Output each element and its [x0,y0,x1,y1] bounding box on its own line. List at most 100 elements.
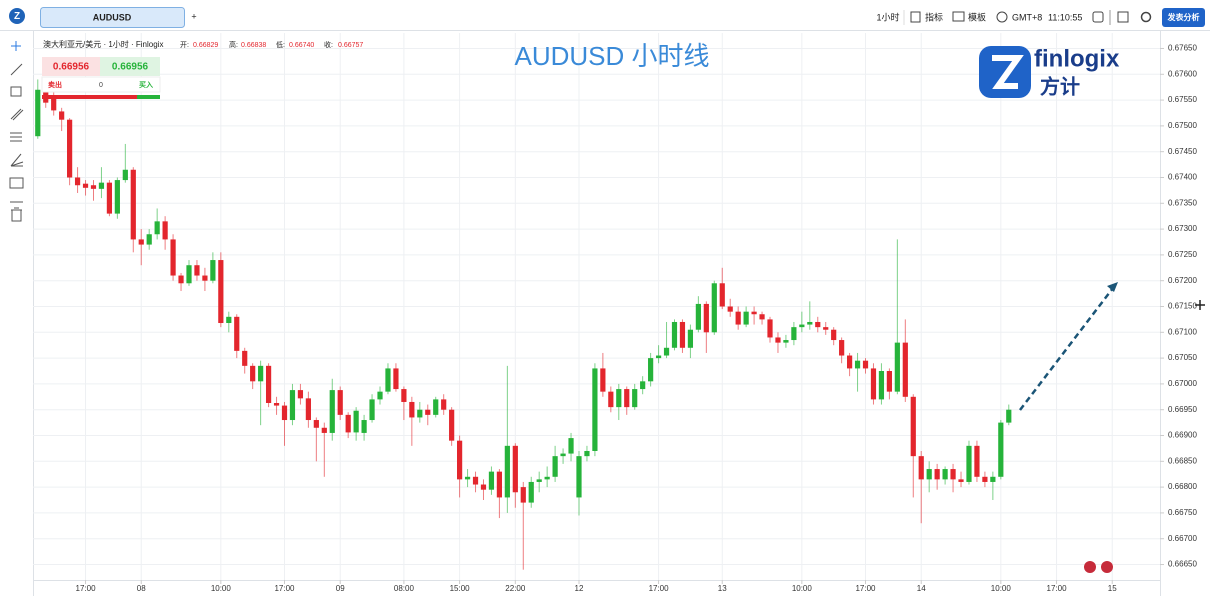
line-tool[interactable] [10,63,23,76]
candle-body [592,368,598,451]
timezone[interactable]: GMT+8 [1012,12,1042,22]
sell-box[interactable] [42,57,100,76]
candle-body [51,97,57,111]
app-logo[interactable] [9,8,25,24]
candle-body [289,390,296,421]
candle-body [226,316,232,324]
x-tick-label: 22:00 [505,584,526,593]
candle-body [767,319,773,338]
x-tick-label: 10:00 [211,584,232,593]
quantity-row [41,76,161,93]
interval[interactable]: 1小时 [876,11,899,22]
trend-arrow-head [1107,282,1118,292]
candle-body [273,402,280,406]
candle-body [82,183,89,188]
candle-body [488,471,495,490]
rect-tool[interactable] [10,86,22,97]
candle-body [544,476,550,480]
sell-button[interactable]: 卖出 [48,80,62,89]
candle-body [846,355,853,369]
y-tick-label: 0.66650 [1168,560,1197,569]
close-label: 收: [324,40,333,49]
candle-body [265,365,272,403]
publish-label: 发表分析 [1167,12,1200,22]
template-icon [952,11,965,22]
candle-body [377,391,383,400]
settings-icon[interactable] [1140,11,1152,23]
y-tick-label: 0.67650 [1168,44,1197,53]
add-tab[interactable]: + [191,11,196,21]
candle-body [472,476,479,485]
buy-button[interactable]: 买入 [139,81,153,89]
candle-body [122,169,128,181]
candle-body [305,398,311,421]
fib-tool[interactable] [10,132,22,142]
candle-body [464,476,471,480]
top-bar [0,0,1210,30]
channel-tool[interactable] [10,108,24,121]
candle-body [114,180,120,214]
x-tick-label: 12 [575,584,584,593]
y-tick-label: 0.67450 [1168,147,1197,156]
candle-body [934,469,940,480]
candle-body [663,347,670,356]
note-tool[interactable] [9,177,24,189]
candle-body [106,182,113,214]
x-tick-label: 17:00 [855,584,876,593]
candle-body [401,389,407,402]
snapshot-icon[interactable] [1092,11,1104,23]
candle-body [417,409,423,418]
quantity[interactable]: 0 [99,82,103,89]
publish-button[interactable] [1162,8,1205,27]
candle-body [409,401,415,418]
chart-title: AUDUSD 小时线 [514,41,709,71]
candle-body [958,479,964,482]
candle-body [735,311,741,325]
candle-body [218,260,224,324]
event-flag[interactable] [1101,561,1113,573]
candle-body [886,371,892,392]
x-tick-label: 08 [137,584,146,593]
x-tick-label: 08:00 [394,584,415,593]
templates[interactable]: 模板 [968,11,986,22]
delete-tool[interactable] [11,207,22,222]
y-tick-label: 0.66950 [1168,405,1197,414]
candle-body [202,275,208,281]
candle-body [194,265,200,276]
candle-body [862,360,869,369]
y-tick-label: 0.67300 [1168,224,1197,233]
buy-box[interactable] [100,57,160,76]
price-line-buy [137,95,160,99]
candle-body [138,239,144,245]
candle-body [608,391,614,408]
candle-body [568,438,574,454]
candle-body [90,185,97,189]
candle-body [584,450,590,457]
candle-body [719,283,725,307]
gann-tool[interactable] [10,153,24,167]
candle-body [648,358,654,382]
layout-icon[interactable] [1117,11,1129,23]
y-tick-label: 0.66800 [1168,482,1197,491]
candle-body [632,389,638,408]
candle-body [234,316,240,351]
candle-body [990,476,996,482]
y-tick-label: 0.67500 [1168,121,1197,130]
trend-arrow [1019,287,1114,411]
y-tick-label: 0.67100 [1168,327,1197,336]
price-line-sell [42,95,137,99]
candle-body [783,340,789,343]
symbol-tab[interactable] [40,7,185,28]
indicators[interactable]: 指标 [925,11,943,22]
crosshair-tool[interactable] [11,41,21,51]
low-label: 低: [276,40,285,49]
candle-body [449,409,455,441]
x-tick-label: 17:00 [274,584,295,593]
plot: 0.66650 0.66700 0.66750 0.66800 0.66850 0.669… [33,33,1197,593]
indicator-icon [910,11,921,23]
candle-body [130,169,136,240]
y-tick-label: 0.67050 [1168,353,1197,362]
event-flag[interactable] [1084,561,1096,573]
candle-body [385,368,391,392]
candle-body [369,399,375,421]
